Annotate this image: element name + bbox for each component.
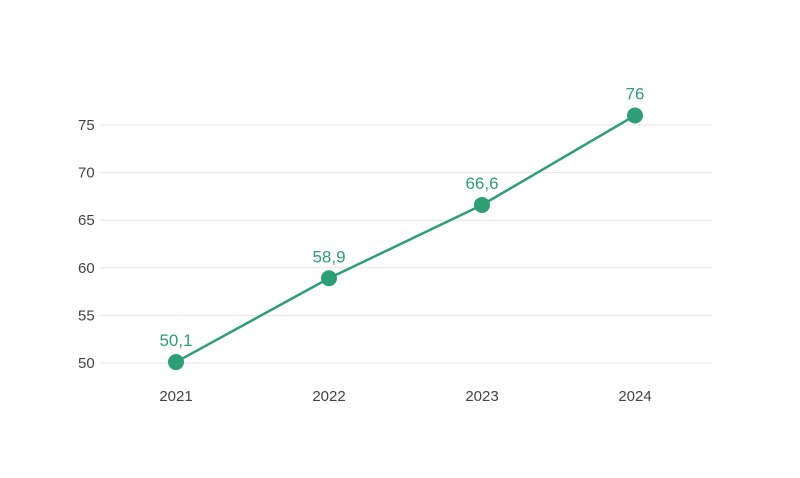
- x-tick-label: 2021: [159, 388, 192, 405]
- y-tick-label: 70: [78, 165, 95, 182]
- data-labels: 50,1 58,9 66,6 76: [159, 84, 644, 350]
- y-axis-ticks: 50 55 60 65 70 75: [78, 117, 95, 372]
- series-layer: [168, 107, 643, 371]
- data-point: [321, 270, 337, 287]
- data-point: [627, 107, 643, 124]
- data-label: 50,1: [159, 331, 192, 350]
- x-tick-label: 2023: [465, 388, 498, 405]
- data-point: [474, 196, 490, 213]
- data-label: 76: [626, 84, 645, 103]
- y-tick-label: 75: [78, 117, 95, 134]
- y-tick-label: 60: [78, 260, 95, 277]
- x-tick-label: 2022: [312, 388, 345, 405]
- y-tick-label: 55: [78, 307, 95, 324]
- y-tick-label: 65: [78, 212, 95, 229]
- data-label: 58,9: [312, 247, 345, 266]
- data-label: 66,6: [465, 174, 498, 193]
- series-line: [175, 114, 636, 364]
- x-axis-ticks: 2021 2022 2023 2024: [159, 388, 651, 405]
- data-point: [168, 354, 184, 371]
- y-tick-label: 50: [78, 355, 95, 372]
- grid-lines: [100, 124, 712, 364]
- x-tick-label: 2024: [618, 388, 651, 405]
